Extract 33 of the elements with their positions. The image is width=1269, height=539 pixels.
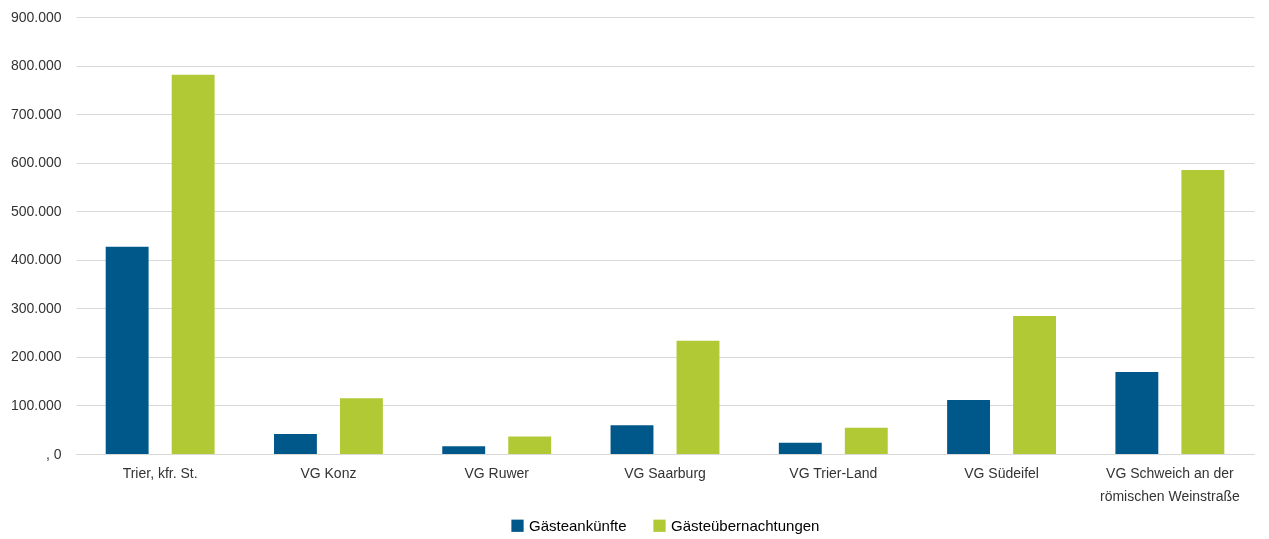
- x-tick-label: Trier, kfr. St.: [122, 464, 198, 481]
- y-tick-label: 800.000: [10, 57, 62, 74]
- bar: [273, 434, 317, 454]
- bar: [339, 398, 383, 454]
- bar: [947, 400, 991, 454]
- x-tick-label: VG Konz: [300, 464, 357, 481]
- y-tick-label: 100.000: [10, 396, 62, 413]
- y-tick-label: 900.000: [10, 8, 62, 25]
- x-tick-label: VG Schweich an der römischen Weinstraße: [1099, 464, 1240, 504]
- bar: [778, 442, 822, 454]
- legend-label: Gästeübernachtungen: [671, 516, 820, 534]
- y-tick-label: 700.000: [10, 105, 62, 122]
- y-tick-label: , 0: [45, 445, 62, 462]
- bar: [1181, 169, 1225, 454]
- x-tick-label: VG Trier-Land: [789, 464, 878, 481]
- y-tick-label: 600.000: [10, 154, 62, 171]
- bar: [1115, 371, 1159, 454]
- legend-label: Gästeankünfte: [529, 516, 627, 534]
- bar: [1013, 316, 1057, 454]
- y-tick-label: 500.000: [10, 202, 62, 219]
- bar: [610, 425, 654, 454]
- bar: [676, 340, 720, 454]
- bar: [844, 427, 888, 454]
- bar: [171, 74, 215, 454]
- y-tick-label: 200.000: [10, 348, 62, 365]
- bar: [105, 246, 149, 454]
- bar: [442, 446, 486, 454]
- x-tick-label: VG Saarburg: [624, 464, 706, 481]
- x-tick-label: VG Ruwer: [464, 464, 530, 481]
- y-tick-label: 400.000: [10, 251, 62, 268]
- x-tick-label: VG Südeifel: [964, 464, 1039, 481]
- bar: [508, 436, 552, 454]
- y-tick-label: 300.000: [10, 299, 62, 316]
